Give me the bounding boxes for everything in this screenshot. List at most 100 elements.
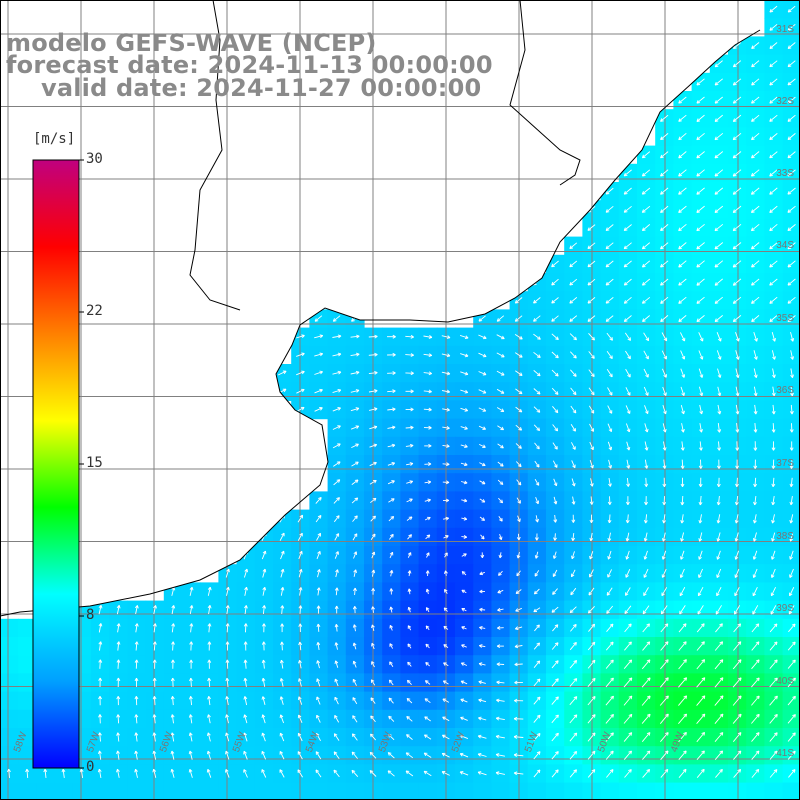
wind-arrow (769, 114, 778, 122)
wind-speed-cell (782, 345, 800, 365)
wind-arrow (553, 478, 558, 487)
wind-arrow (551, 660, 559, 669)
wind-arrow (405, 353, 414, 357)
wind-arrow (642, 641, 651, 651)
wind-arrow (334, 642, 339, 650)
wind-arrow (478, 352, 487, 358)
wind-arrow (789, 496, 794, 506)
wind-arrow (750, 205, 760, 213)
wind-arrow (716, 532, 721, 542)
wind-arrow (533, 370, 541, 377)
wind-arrow (207, 641, 212, 651)
wind-arrow (425, 643, 430, 649)
wind-arrow (769, 5, 778, 13)
wind-speed-cell (18, 673, 37, 693)
wind-arrow (714, 78, 723, 86)
wind-arrow (262, 568, 267, 578)
wind-arrow (443, 535, 449, 539)
wind-arrow (732, 78, 742, 86)
wind-arrow (714, 169, 724, 177)
wind-arrow (170, 677, 175, 687)
wind-arrow (771, 404, 776, 415)
wind-arrow (678, 242, 687, 250)
wind-arrow (551, 642, 559, 650)
wind-arrow (716, 550, 721, 560)
wind-arrow (334, 624, 339, 632)
wind-arrow (152, 677, 157, 687)
wind-arrow (697, 605, 704, 615)
wind-arrow (516, 479, 522, 486)
wind-arrow (733, 641, 742, 651)
wind-arrow (516, 570, 521, 577)
wind-arrow (553, 514, 558, 523)
wind-arrow (407, 588, 412, 595)
wind-arrow (696, 641, 705, 651)
wind-arrow (641, 278, 651, 286)
wind-arrow (751, 315, 760, 323)
wind-arrow (769, 60, 778, 68)
wind-arrow (787, 224, 796, 232)
wind-arrow (678, 114, 687, 122)
wind-arrow (262, 623, 266, 633)
wind-arrow (387, 371, 396, 375)
wind-arrow (662, 496, 667, 506)
wind-arrow (571, 442, 576, 450)
wind-arrow (714, 260, 724, 268)
wind-arrow (423, 371, 432, 376)
wind-arrow (551, 606, 559, 613)
wind-arrow (351, 479, 359, 485)
wind-arrow (424, 680, 431, 685)
wind-arrow (316, 587, 321, 596)
colorbar-label-15: 15 (86, 455, 103, 471)
wind-arrow (551, 260, 559, 268)
wind-arrow (587, 242, 596, 250)
wind-arrow (98, 605, 103, 615)
wind-arrow (625, 405, 631, 414)
wind-arrow (496, 407, 505, 412)
wind-arrow (644, 496, 648, 506)
wind-arrow (717, 386, 722, 397)
wind-arrow (478, 315, 486, 322)
wind-arrow (752, 605, 759, 615)
wind-arrow (732, 187, 742, 195)
wind-arrow (497, 626, 504, 630)
wind-arrow (735, 423, 740, 433)
wind-arrow (444, 589, 448, 594)
wind-speed-cell (0, 746, 19, 765)
wind-arrow (334, 660, 339, 668)
wind-arrow (351, 443, 359, 449)
wind-arrow (244, 586, 248, 596)
wind-arrow (589, 569, 594, 578)
wind-arrow (732, 278, 742, 286)
wind-arrow (607, 387, 613, 396)
wind-arrow (335, 569, 339, 578)
wind-arrow (207, 605, 212, 615)
wind-arrow (332, 388, 342, 394)
wind-speed-cell (0, 637, 19, 656)
wind-arrow (298, 641, 303, 651)
wind-arrow (442, 389, 450, 394)
wind-arrow (661, 350, 667, 360)
wind-arrow (314, 315, 323, 322)
wind-arrow (714, 151, 724, 159)
wind-arrow (624, 332, 631, 341)
wind-arrow (243, 623, 248, 633)
wind-arrow (535, 515, 539, 523)
wind-arrow (641, 659, 651, 670)
wind-arrow (332, 443, 341, 449)
wind-arrow (552, 406, 559, 414)
wind-arrow (333, 479, 341, 486)
wind-arrow (643, 568, 649, 578)
wind-arrow (680, 495, 685, 506)
wind-arrow (225, 659, 230, 669)
wind-arrow (243, 641, 248, 651)
wind-arrow (643, 368, 649, 378)
wind-arrow (626, 441, 631, 451)
wind-arrow (480, 552, 485, 559)
wind-arrow (771, 350, 776, 360)
wind-speed-cell (327, 782, 347, 800)
wind-arrow (496, 334, 505, 340)
wind-arrow (570, 623, 577, 632)
wind-arrow (134, 605, 139, 615)
